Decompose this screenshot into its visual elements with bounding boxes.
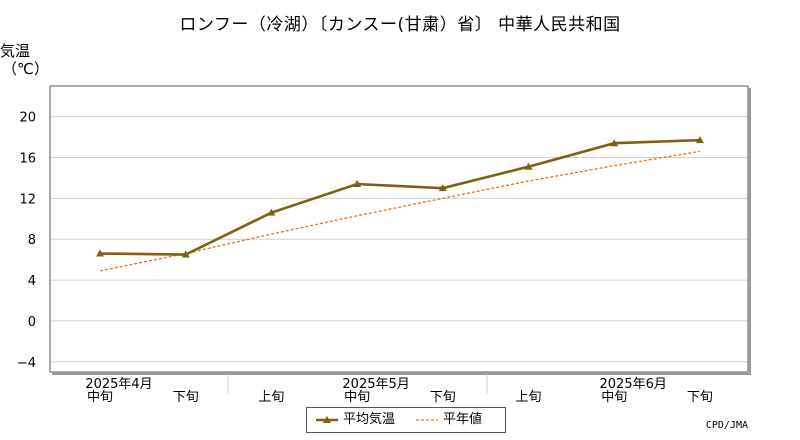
x-month-label: 2025年5月 (342, 377, 409, 392)
y-tick-label: 8 (28, 233, 36, 248)
y-tick-label: 0 (28, 315, 36, 330)
chart-title: ロンフー（冷湖）〔カンスー(甘粛）省〕 中華人民共和国 (179, 15, 621, 35)
series-line (99, 138, 700, 256)
series-marker (610, 139, 619, 147)
x-tick-label: 中旬 (87, 390, 113, 405)
legend-series-label: 平均気温 (343, 412, 396, 427)
legend-item-series: 平均気温 (315, 411, 395, 429)
legend-normal-swatch (416, 418, 438, 421)
series-marker (438, 184, 447, 192)
x-tick-label: 中旬 (344, 390, 370, 405)
x-tick-label: 下旬 (173, 390, 199, 405)
x-tick-label: 下旬 (430, 390, 456, 405)
y-tick-label: 16 (19, 152, 36, 167)
y-axis-label-unit: （℃） (2, 60, 49, 78)
legend-normal-label: 平年値 (443, 412, 483, 427)
x-month-label: 2025年4月 (85, 377, 152, 392)
series-marker (524, 162, 533, 170)
credit-text: CPD/JMA (705, 420, 748, 431)
legend: 平均気温 平年値 (306, 407, 506, 433)
y-tick-label: 20 (19, 111, 36, 126)
x-tick-label: 上旬 (258, 390, 284, 405)
series-marker (353, 180, 362, 188)
y-tick-label: 4 (28, 274, 36, 289)
legend-series-swatch (316, 415, 338, 423)
x-tick-label: 中旬 (601, 390, 627, 405)
series-marker (695, 136, 704, 144)
series-marker (267, 208, 276, 216)
legend-item-normal: 平年値 (415, 411, 482, 429)
y-axis-label: 気温 （℃） (0, 42, 49, 78)
series-marker (181, 250, 190, 258)
y-tick-label: −4 (17, 356, 36, 371)
normal-line (99, 150, 701, 272)
x-month-label: 2025年6月 (600, 377, 667, 392)
y-axis-label-main: 気温 (0, 42, 31, 60)
x-tick-label: 下旬 (687, 390, 713, 405)
y-tick-label: 12 (19, 192, 36, 207)
x-tick-label: 上旬 (515, 390, 541, 405)
series-marker (96, 249, 104, 257)
plot-frame (49, 85, 749, 373)
